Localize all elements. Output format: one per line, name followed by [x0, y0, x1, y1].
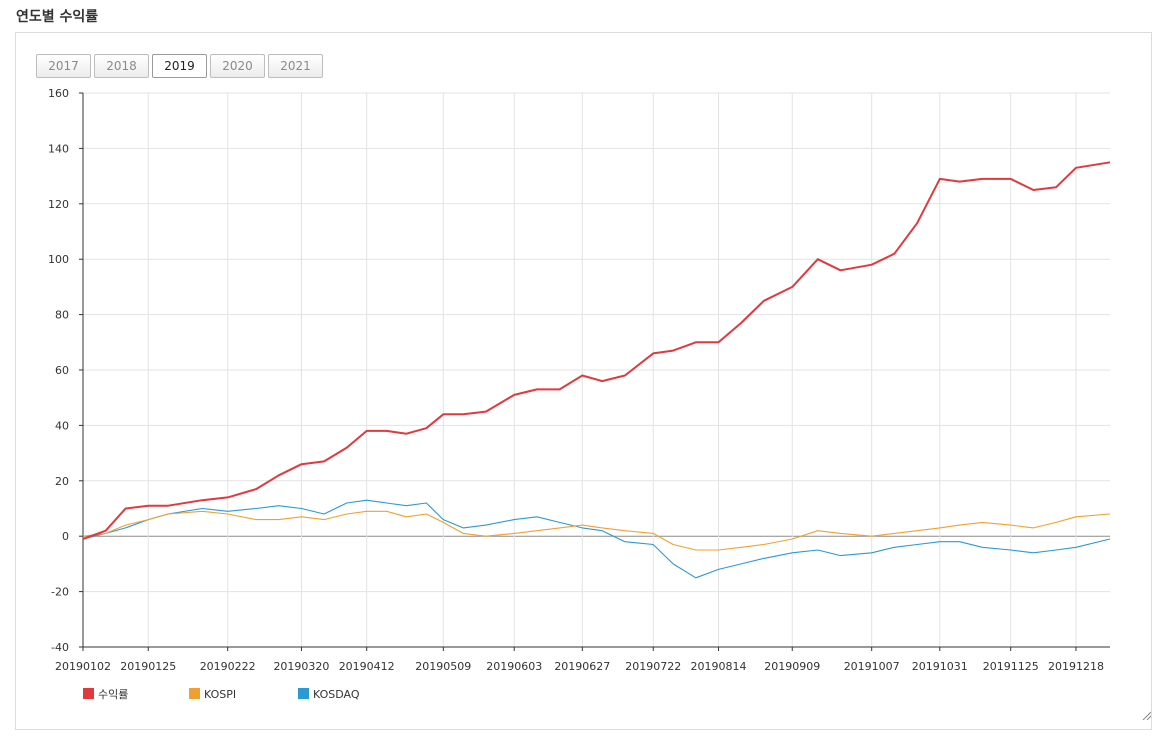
x-tick-label: 20190320	[273, 660, 329, 673]
x-tick-label: 20191007	[844, 660, 900, 673]
year-tab-2019[interactable]: 2019	[152, 54, 207, 78]
legend-kosdaq-label: KOSDAQ	[313, 688, 360, 701]
x-tick-label: 20190412	[339, 660, 395, 673]
y-tick-label: 40	[55, 419, 69, 432]
resize-grip-icon[interactable]	[1141, 710, 1151, 720]
y-tick-label: 160	[48, 87, 69, 100]
kosdaq-series-line	[82, 499, 1111, 579]
x-tick-label: 20190909	[764, 660, 820, 673]
year-tab-2018[interactable]: 2018	[94, 54, 149, 78]
y-tick-label: 100	[48, 253, 69, 266]
legend-kospi-label: KOSPI	[204, 688, 236, 701]
y-tick-label: 80	[55, 309, 69, 322]
y-tick-label: 60	[55, 364, 69, 377]
x-tick-label: 20190722	[625, 660, 681, 673]
y-tick-label: 120	[48, 198, 69, 211]
x-tick-label: 20190102	[55, 660, 111, 673]
x-tick-label: 20190125	[120, 660, 176, 673]
x-tick-label: 20190603	[486, 660, 542, 673]
x-tick-label: 20191218	[1048, 660, 1104, 673]
page-title: 연도별 수익률	[16, 9, 99, 25]
x-tick-label: 20190222	[200, 660, 256, 673]
y-tick-label: -20	[51, 586, 69, 599]
y-tick-label: 0	[62, 530, 69, 543]
x-tick-label: 20190509	[415, 660, 471, 673]
returns-series-line	[82, 161, 1111, 540]
legend-kosdaq-swatch	[298, 688, 309, 699]
y-tick-label: 140	[48, 142, 69, 155]
y-tick-label: -40	[51, 641, 69, 654]
legend-returns-label: 수익률	[98, 688, 128, 701]
x-tick-label: 20190814	[690, 660, 746, 673]
year-tab-2017[interactable]: 2017	[36, 54, 91, 78]
legend-kospi-swatch	[189, 688, 200, 699]
y-tick-label: 20	[55, 475, 69, 488]
x-tick-label: 20191125	[983, 660, 1039, 673]
kospi-series-line	[82, 510, 1111, 551]
year-tab-2020[interactable]: 2020	[210, 54, 265, 78]
legend-returns-swatch	[83, 688, 94, 699]
x-tick-label: 20191031	[912, 660, 968, 673]
year-tabs: 2017 2018 2019 2020 2021	[36, 54, 323, 78]
x-tick-label: 20190627	[554, 660, 610, 673]
year-tab-2021[interactable]: 2021	[268, 54, 323, 78]
